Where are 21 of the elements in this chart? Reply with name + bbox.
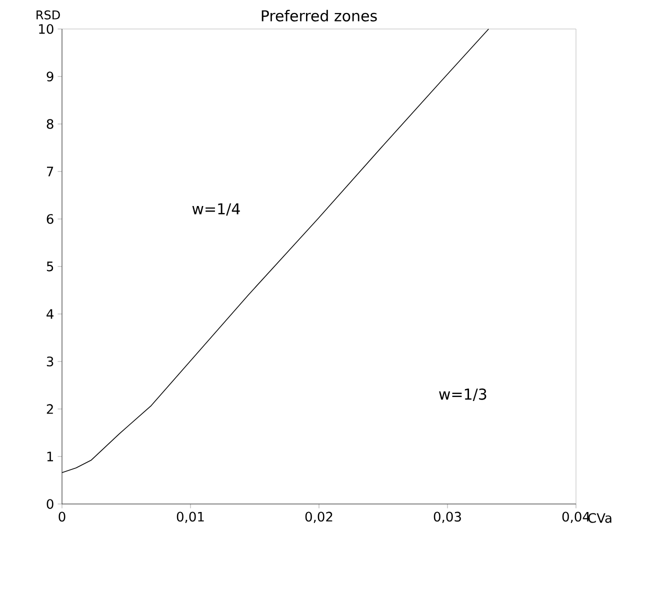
y-tick-label: 5	[46, 262, 54, 272]
x-tick-label: 0,01	[176, 512, 204, 523]
x-tick-label: 0,04	[562, 512, 590, 523]
y-tick-label: 1	[47, 452, 54, 462]
y-tick-label: 9	[46, 72, 54, 82]
y-tick-label: 0	[46, 499, 54, 509]
y-tick-label: 6	[46, 214, 54, 224]
x-tick-label: 0	[58, 512, 66, 522]
x-tick-label: 0,03	[434, 512, 461, 523]
annotation: w=1/4	[192, 203, 240, 216]
x-axis-title: CVa	[588, 513, 612, 523]
y-tick-label: 4	[46, 309, 54, 319]
y-tick-label: 10	[39, 24, 54, 34]
x-tick-label: 0,02	[305, 512, 332, 523]
y-axis-title: RSD	[36, 10, 60, 20]
y-tick-label: 8	[46, 119, 54, 129]
annotation: w=1/3	[439, 388, 486, 402]
chart-title: Preferred zones	[262, 10, 377, 22]
y-tick-label: 2	[46, 404, 53, 414]
y-tick-label: 3	[46, 356, 54, 366]
y-tick-label: 7	[47, 166, 54, 176]
